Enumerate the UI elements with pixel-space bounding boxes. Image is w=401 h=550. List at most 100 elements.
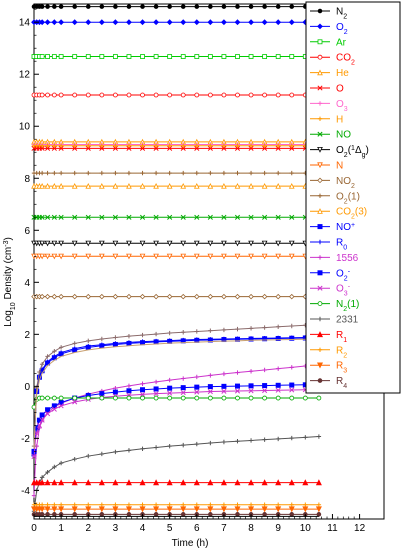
data-point — [39, 253, 45, 260]
data-point — [180, 293, 186, 300]
data-point — [85, 145, 91, 151]
series-co2_3 — [31, 182, 322, 189]
data-point — [140, 92, 145, 98]
data-point — [302, 479, 309, 486]
legend-marker — [317, 116, 323, 121]
legend-entry-r2: R2 — [310, 345, 347, 359]
legend-label: R0 — [336, 238, 347, 252]
data-point — [275, 382, 281, 388]
legend-label: NO+ — [336, 222, 355, 234]
x-tick-label: 5 — [167, 523, 173, 534]
data-point — [221, 336, 227, 342]
data-point — [71, 479, 78, 486]
data-point — [289, 170, 294, 176]
data-point — [39, 475, 45, 480]
data-point — [288, 182, 295, 189]
legend-entry-co2: CO2 — [310, 53, 355, 66]
data-point — [235, 512, 240, 517]
data-point — [180, 512, 186, 517]
data-point — [99, 214, 105, 220]
data-point — [51, 479, 58, 486]
data-point — [112, 54, 118, 59]
data-point — [180, 54, 186, 59]
data-point — [71, 293, 78, 300]
data-point — [153, 391, 159, 397]
data-point — [289, 145, 295, 151]
data-point — [288, 253, 295, 260]
data-point — [51, 403, 57, 409]
data-point — [275, 502, 281, 507]
y-tick-label: 8 — [24, 174, 30, 185]
data-point — [221, 145, 227, 151]
legend-label: He — [336, 68, 349, 79]
data-point — [51, 240, 58, 247]
legend-entry-r0: R0 — [310, 238, 347, 252]
data-point — [315, 506, 322, 513]
data-point — [58, 399, 64, 405]
data-point — [99, 92, 105, 98]
data-point — [180, 4, 186, 9]
data-point — [113, 341, 118, 346]
x-tick-label: 10 — [300, 523, 312, 534]
data-point — [139, 479, 146, 486]
data-point — [52, 512, 57, 517]
data-point — [39, 4, 45, 9]
data-point — [140, 4, 145, 9]
data-point — [262, 92, 268, 98]
data-point — [45, 395, 50, 401]
data-point — [86, 338, 91, 344]
data-point — [139, 253, 146, 260]
data-point — [45, 214, 51, 220]
series-no2 — [31, 293, 322, 300]
data-point — [316, 395, 322, 401]
data-point — [44, 293, 51, 300]
data-point — [113, 143, 118, 148]
data-point — [275, 240, 282, 247]
data-point — [125, 506, 132, 513]
data-point — [194, 374, 199, 380]
data-point — [248, 293, 254, 300]
data-point — [85, 182, 92, 189]
data-point — [85, 19, 92, 26]
data-point — [58, 350, 64, 355]
data-point — [221, 214, 227, 220]
data-point — [86, 143, 91, 148]
data-point — [166, 293, 173, 300]
data-point — [98, 19, 105, 26]
data-point — [221, 395, 227, 401]
data-point — [207, 293, 214, 300]
data-point — [207, 145, 213, 151]
data-point — [45, 411, 51, 417]
data-point — [51, 214, 57, 220]
data-point — [181, 376, 186, 381]
data-point — [72, 341, 77, 346]
data-point — [248, 479, 255, 486]
data-point — [153, 506, 160, 513]
data-point — [235, 336, 240, 341]
data-point — [139, 214, 146, 220]
data-point — [302, 506, 309, 513]
data-point — [262, 4, 267, 9]
data-point — [221, 143, 227, 148]
data-point — [275, 145, 281, 151]
legend-label: N — [336, 161, 343, 172]
data-point — [140, 395, 145, 401]
data-point — [235, 502, 240, 507]
data-point — [86, 170, 91, 176]
legend-entry-co2_3: CO2(3) — [310, 207, 367, 220]
data-point — [289, 92, 295, 98]
data-point — [194, 337, 199, 342]
data-point — [58, 4, 64, 9]
data-point — [113, 502, 118, 507]
data-point — [153, 395, 159, 401]
legend-label: NO2 — [336, 176, 355, 190]
data-point — [85, 240, 92, 247]
data-point — [194, 441, 199, 447]
data-point — [303, 502, 308, 507]
data-point — [126, 293, 132, 300]
data-point — [85, 4, 91, 9]
data-point — [126, 502, 132, 507]
data-point — [45, 359, 50, 364]
data-point — [139, 240, 146, 247]
data-point — [167, 377, 172, 383]
